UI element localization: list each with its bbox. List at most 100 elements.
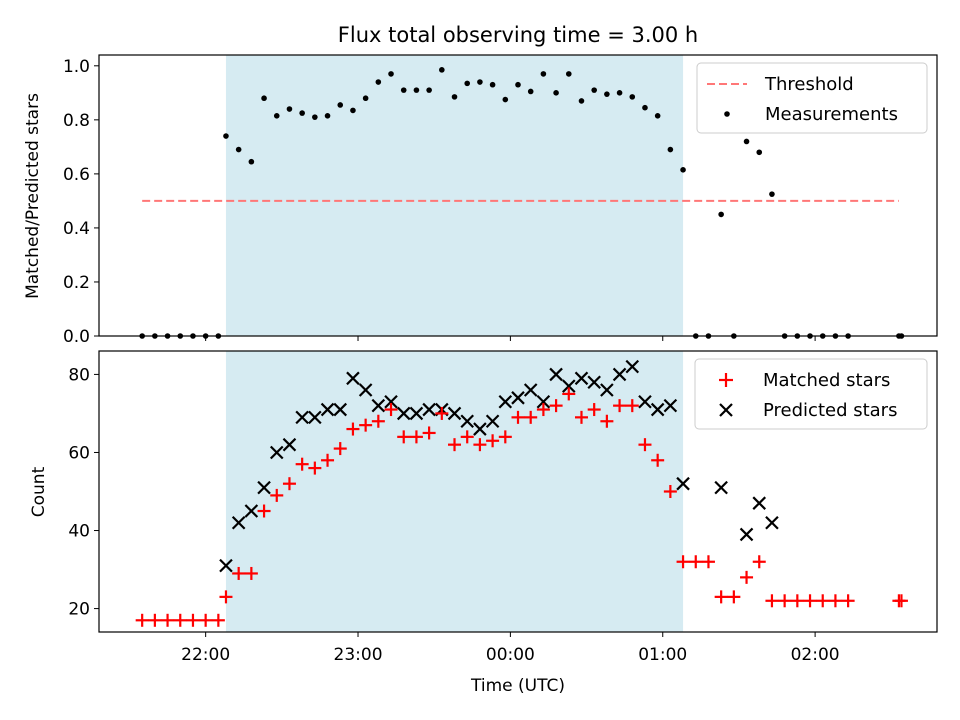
measurement-point xyxy=(362,95,369,102)
legend-measurements-label: Measurements xyxy=(765,104,898,125)
bottom-y-tick-label: 40 xyxy=(68,522,90,542)
legend-matched-label: Matched stars xyxy=(763,370,890,391)
legend-measurements-swatch xyxy=(724,111,730,117)
top-axes-frame xyxy=(98,54,938,337)
matched-stars-points xyxy=(135,387,908,627)
measurement-point xyxy=(375,79,382,85)
predicted-star-point xyxy=(257,480,271,495)
measurement-point xyxy=(502,96,509,103)
matched-star-point xyxy=(790,594,804,608)
matched-star-point xyxy=(232,566,246,580)
top-y-ticks: 0.0 0.2 0.4 0.6 0.8 1.0 xyxy=(63,57,99,347)
matched-star-point xyxy=(613,399,627,413)
measurement-point xyxy=(629,94,636,100)
predicted-star-point xyxy=(422,402,436,417)
matched-star-point xyxy=(448,438,462,452)
top-x-ticks xyxy=(205,336,816,341)
observing-span-rect-top xyxy=(225,55,684,336)
matched-star-point xyxy=(587,403,601,417)
measurement-point xyxy=(235,146,242,153)
predicted-star-point xyxy=(320,402,335,417)
matched-star-point xyxy=(384,403,398,417)
matched-star-point xyxy=(435,406,449,420)
legend-threshold-label: Threshold xyxy=(764,74,854,95)
measurement-point xyxy=(223,133,229,139)
matched-star-point xyxy=(161,613,175,627)
predicted-star-point xyxy=(650,402,665,417)
predicted-star-point xyxy=(562,379,576,393)
measurement-point xyxy=(337,102,344,108)
predicted-star-point xyxy=(346,371,360,386)
predicted-star-point xyxy=(663,398,678,413)
bottom-legend: Matched stars Predicted stars xyxy=(694,358,928,430)
measurement-point xyxy=(477,79,483,85)
legend-predicted-swatch xyxy=(719,403,733,417)
matched-star-point xyxy=(638,438,652,452)
panel-flux-ratio: 0.0 0.2 0.4 0.6 0.8 1.0 Matched/Predicted sta… xyxy=(23,54,938,347)
top-y-tick-label: 0.6 xyxy=(63,165,90,185)
top-y-tick-label: 0.2 xyxy=(63,273,90,293)
bottom-legend-box xyxy=(694,358,928,430)
legend-predicted-label: Predicted stars xyxy=(763,400,897,421)
measurement-point xyxy=(248,158,255,165)
matched-star-point xyxy=(295,457,309,471)
predicted-star-point xyxy=(676,476,690,491)
observing-span-rect-bottom xyxy=(225,351,684,632)
matched-star-point xyxy=(135,613,149,627)
matched-star-point xyxy=(841,594,855,608)
top-y-tick-label: 0.8 xyxy=(63,111,90,131)
matched-star-point xyxy=(651,453,665,467)
matched-star-point xyxy=(689,555,703,569)
bottom-x-tick-label: 22:00 xyxy=(181,645,230,665)
measurement-point xyxy=(553,90,559,96)
panel-star-counts: 20 40 60 80 22:00 23:00 00:00 01:00 02:00 Count… xyxy=(29,350,938,696)
predicted-star-point xyxy=(625,359,640,374)
predicted-star-point xyxy=(384,394,398,409)
matched-star-point xyxy=(333,442,347,456)
predicted-star-point xyxy=(282,437,297,452)
measurement-point xyxy=(451,94,458,100)
observing-span-bottom xyxy=(225,351,684,632)
predicted-star-point xyxy=(739,527,754,542)
x-axis-label: Time (UTC) xyxy=(470,676,565,696)
matched-star-point xyxy=(625,399,639,413)
measurement-point xyxy=(489,81,496,88)
matched-star-point xyxy=(816,594,830,608)
matched-star-point xyxy=(473,438,487,452)
measurement-point xyxy=(642,104,648,111)
measurement-point xyxy=(413,87,420,93)
predicted-star-point xyxy=(295,410,309,425)
predicted-star-point xyxy=(536,394,551,409)
matched-star-point xyxy=(282,477,296,491)
matched-star-point xyxy=(397,430,411,444)
matched-star-point xyxy=(752,555,766,569)
predicted-star-point xyxy=(765,515,779,530)
matched-star-point xyxy=(486,434,500,448)
bottom-y-tick-label: 80 xyxy=(68,365,90,385)
measurement-point xyxy=(426,87,432,93)
matched-star-point xyxy=(270,488,284,502)
measurement-point xyxy=(439,67,445,73)
predicted-star-point xyxy=(485,414,500,429)
matched-star-point xyxy=(244,566,258,580)
matched-star-point xyxy=(740,570,754,584)
matched-star-point xyxy=(663,485,677,498)
predicted-star-point xyxy=(612,367,627,382)
measurement-point xyxy=(388,71,394,77)
matched-star-point xyxy=(727,590,741,604)
matched-star-point xyxy=(574,410,588,424)
matched-star-point xyxy=(676,555,690,569)
matched-star-point xyxy=(422,426,436,440)
predicted-star-point xyxy=(511,391,525,405)
matched-star-point xyxy=(803,594,817,608)
matched-star-point xyxy=(765,594,779,608)
measurement-point xyxy=(464,80,471,87)
predicted-star-point xyxy=(523,383,538,397)
matched-star-point xyxy=(199,613,213,627)
measurement-point xyxy=(515,81,521,88)
measurement-point xyxy=(565,71,572,77)
predicted-star-point xyxy=(231,515,246,530)
bottom-x-ticks: 22:00 23:00 00:00 01:00 02:00 xyxy=(181,632,840,665)
predicted-stars-points xyxy=(219,359,779,573)
measurement-point xyxy=(261,95,267,102)
